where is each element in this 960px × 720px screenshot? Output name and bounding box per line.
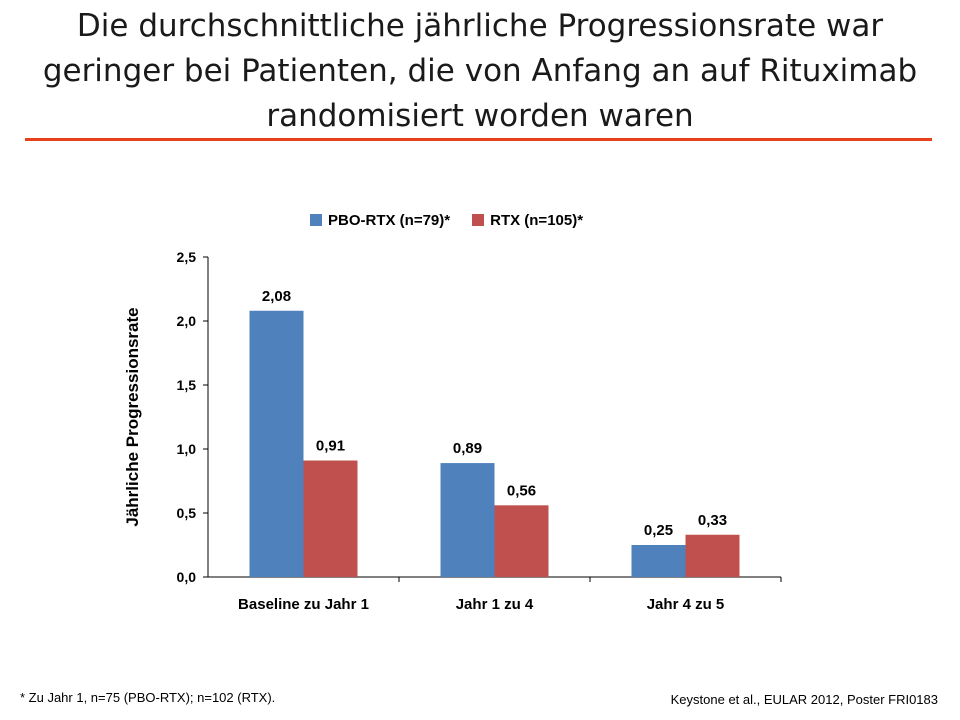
bar-value-label: 0,33: [698, 512, 727, 529]
bar: [249, 310, 304, 577]
legend-swatch-pbo-rtx: [310, 214, 322, 226]
y-tick-label: 1,0: [177, 441, 197, 457]
x-category-label: Jahr 1 zu 4: [456, 596, 534, 613]
footnote: * Zu Jahr 1, n=75 (PBO-RTX); n=102 (RTX)…: [20, 690, 276, 705]
bar: [494, 505, 549, 577]
bar-value-label: 0,56: [507, 482, 536, 499]
slide-title: Die durchschnittliche jährliche Progress…: [42, 8, 918, 134]
chart-legend: PBO-RTX (n=79)* RTX (n=105)*: [310, 209, 605, 231]
bar-value-label: 0,91: [316, 438, 345, 455]
legend-item-rtx: RTX (n=105)*: [472, 212, 583, 229]
y-tick-label: 2,0: [177, 313, 197, 329]
y-axis-title: Jährliche Progressionsrate: [123, 307, 142, 526]
title-underline: [25, 138, 932, 141]
legend-label-rtx: RTX (n=105)*: [490, 211, 584, 229]
bar: [631, 545, 686, 577]
bar: [303, 460, 358, 577]
bar: [685, 534, 740, 577]
x-category-label: Baseline zu Jahr 1: [238, 596, 369, 613]
y-tick-label: 1,5: [177, 377, 197, 393]
x-category-label: Jahr 4 zu 5: [647, 596, 725, 613]
y-tick-label: 0,0: [177, 569, 197, 585]
y-tick-label: 0,5: [177, 505, 197, 521]
bar: [440, 463, 495, 577]
legend-item-pbo-rtx: PBO-RTX (n=79)*: [310, 212, 450, 229]
bar-value-label: 2,08: [262, 288, 291, 305]
bar-value-label: 0,25: [644, 522, 673, 539]
source-citation: Keystone et al., EULAR 2012, Poster FRI0…: [670, 692, 938, 707]
legend-swatch-rtx: [472, 214, 485, 226]
bar-value-label: 0,89: [453, 440, 482, 457]
y-tick-label: 2,5: [177, 249, 197, 265]
legend-label-pbo-rtx: PBO-RTX (n=79)*: [328, 211, 451, 229]
